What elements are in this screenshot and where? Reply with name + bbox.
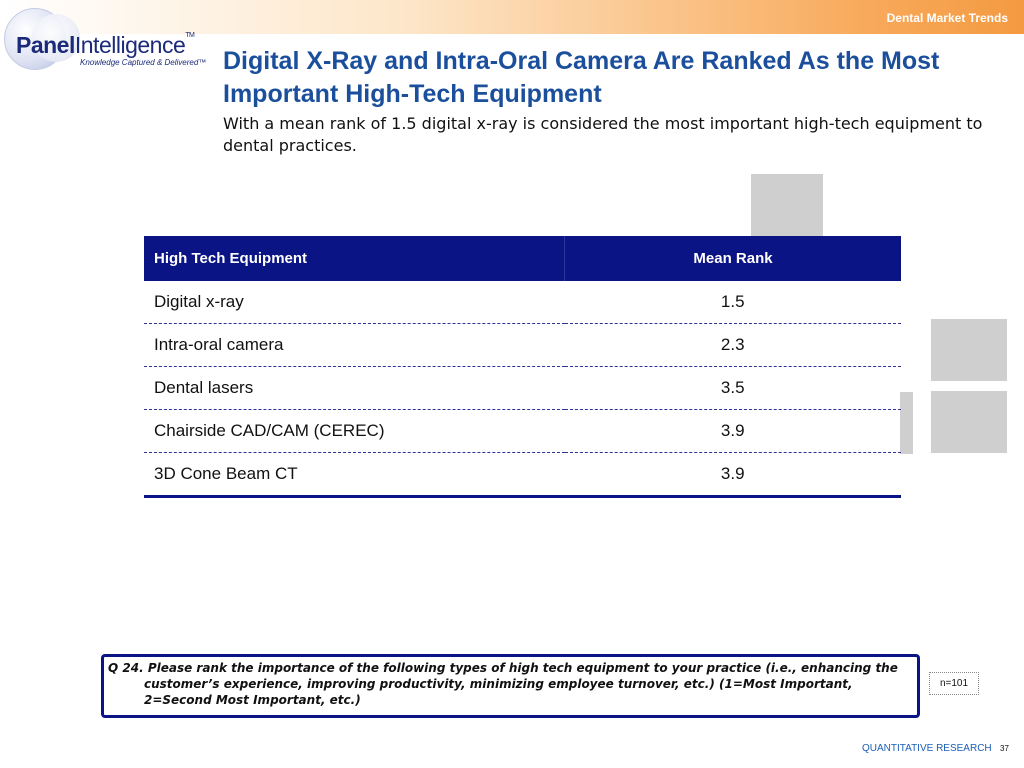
slide-subtitle: With a mean rank of 1.5 digital x-ray is… — [223, 114, 983, 155]
table-header-row: High Tech Equipment Mean Rank — [144, 236, 901, 281]
decorative-square — [931, 319, 1007, 381]
table-row: Chairside CAD/CAM (CEREC) 3.9 — [144, 409, 901, 453]
mean-rank-cell: 2.3 — [564, 323, 901, 367]
column-header-equipment: High Tech Equipment — [144, 236, 565, 281]
mean-rank-cell: 3.9 — [564, 409, 901, 453]
mean-rank-cell: 1.5 — [564, 281, 901, 324]
equipment-cell: Digital x-ray — [144, 281, 565, 324]
equipment-cell: Chairside CAD/CAM (CEREC) — [144, 409, 565, 453]
equipment-cell: Dental lasers — [144, 366, 565, 410]
question-box: Q 24. Please rank the importance of the … — [101, 654, 920, 718]
section-tag: Dental Market Trends — [886, 11, 1008, 25]
equipment-cell: 3D Cone Beam CT — [144, 452, 565, 498]
column-header-mean-rank: Mean Rank — [564, 236, 901, 281]
decorative-square — [931, 391, 1007, 453]
mean-rank-table: High Tech Equipment Mean Rank Digital x-… — [144, 236, 901, 498]
logo-circle-overlay-icon — [32, 14, 80, 62]
decorative-bar — [900, 392, 913, 454]
footer-label: QUANTITATIVE RESEARCH — [862, 743, 992, 754]
question-text: Q 24. Please rank the importance of the … — [108, 661, 898, 707]
header-band: Dental Market Trends — [0, 0, 1024, 34]
mean-rank-cell: 3.5 — [564, 366, 901, 410]
table-row: Dental lasers 3.5 — [144, 366, 901, 410]
decorative-square — [751, 174, 823, 238]
table-row: Intra-oral camera 2.3 — [144, 323, 901, 367]
equipment-cell: Intra-oral camera — [144, 323, 565, 367]
company-logo: PanelIntelligenceTM Knowledge Captured &… — [4, 6, 207, 76]
table-row: Digital x-ray 1.5 — [144, 281, 901, 324]
mean-rank-cell: 3.9 — [564, 452, 901, 498]
logo-wordmark: PanelIntelligenceTM — [16, 32, 195, 58]
slide-title: Digital X-Ray and Intra-Oral Camera Are … — [223, 47, 940, 108]
table-row: 3D Cone Beam CT 3.9 — [144, 452, 901, 498]
logo-tagline: Knowledge Captured & Delivered™ — [80, 58, 207, 67]
page-number: 37 — [1000, 744, 1009, 753]
sample-size-label: n=101 — [929, 672, 979, 695]
